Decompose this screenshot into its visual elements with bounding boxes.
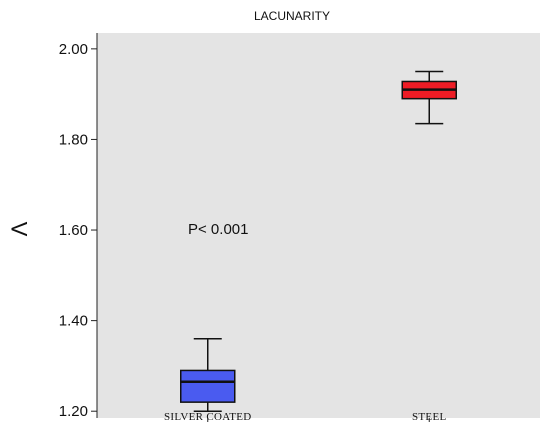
y-tick-label: 1.20 bbox=[59, 403, 88, 420]
x-category-label: SILVER COATED bbox=[164, 411, 252, 423]
iqr-box bbox=[180, 369, 236, 403]
y-tick-label: 2.00 bbox=[59, 41, 88, 58]
x-category-label: STEEL bbox=[412, 411, 447, 423]
x-axis-categories: SILVER COATED STEEL bbox=[164, 411, 447, 423]
box-1 bbox=[180, 337, 236, 412]
y-axis-label: Λ bbox=[7, 221, 32, 236]
plot-area bbox=[97, 33, 540, 418]
boxes-group bbox=[180, 70, 457, 412]
y-axis-ticks: 2.00 1.80 1.60 1.40 1.20 bbox=[59, 41, 97, 420]
box-2 bbox=[401, 70, 457, 125]
y-tick-label: 1.60 bbox=[59, 222, 88, 239]
y-tick-label: 1.40 bbox=[59, 313, 88, 330]
p-value-annotation: P< 0.001 bbox=[188, 221, 248, 238]
chart-title: LACUNARITY bbox=[254, 9, 330, 23]
y-tick-label: 1.80 bbox=[59, 131, 88, 148]
